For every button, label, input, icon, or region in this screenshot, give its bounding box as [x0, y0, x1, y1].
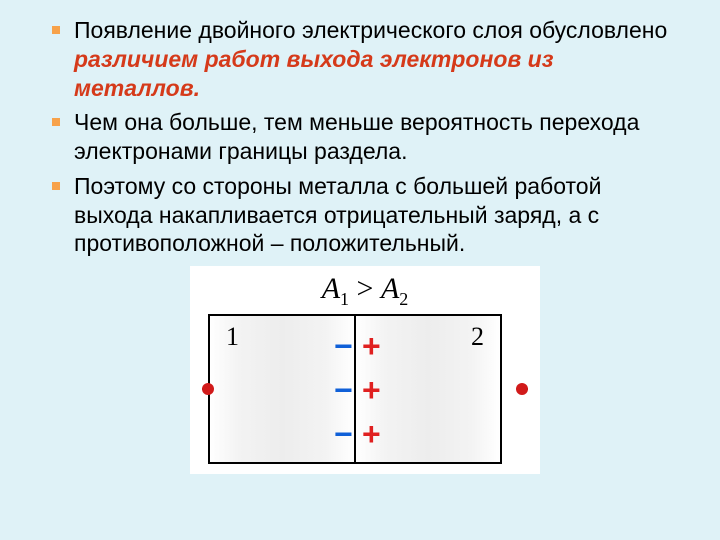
bullet-item-2: Чем она больше, тем меньше вероятность п…	[52, 108, 678, 166]
formula-A1: A	[322, 272, 340, 305]
negative-charges: − − −	[334, 324, 353, 456]
formula-gt: >	[349, 272, 381, 305]
bullet-1-text: Появление двойного электрического слоя о…	[74, 17, 667, 43]
formula: A1 > A2	[200, 272, 530, 310]
plus-icon: +	[362, 412, 381, 456]
bullet-1-emphasis: различием работ выхода электронов из мет…	[74, 46, 553, 101]
terminal-right-icon	[516, 383, 528, 395]
metal-1-label: 1	[226, 322, 239, 352]
bullet-3-text: Поэтому со стороны металла с большей раб…	[74, 173, 601, 257]
minus-icon: −	[334, 368, 353, 412]
metal-2-label: 2	[471, 322, 484, 352]
bullet-item-3: Поэтому со стороны металла с большей раб…	[52, 172, 678, 258]
minus-icon: −	[334, 412, 353, 456]
slide: Появление двойного электрического слоя о…	[0, 0, 720, 540]
metal-1: 1	[208, 314, 355, 464]
metal-junction: 1 2 − − − + + +	[200, 314, 530, 464]
terminal-left-icon	[202, 383, 214, 395]
diagram: A1 > A2 1 2 − − − + + +	[190, 266, 540, 474]
formula-sub1: 1	[340, 289, 349, 309]
formula-sub2: 2	[399, 289, 408, 309]
minus-icon: −	[334, 324, 353, 368]
positive-charges: + + +	[362, 324, 381, 456]
plus-icon: +	[362, 368, 381, 412]
bullet-item-1: Появление двойного электрического слоя о…	[52, 16, 678, 102]
formula-A2: A	[381, 272, 399, 305]
bullet-2-text: Чем она больше, тем меньше вероятность п…	[74, 109, 639, 164]
bullet-list: Появление двойного электрического слоя о…	[52, 16, 678, 258]
plus-icon: +	[362, 324, 381, 368]
